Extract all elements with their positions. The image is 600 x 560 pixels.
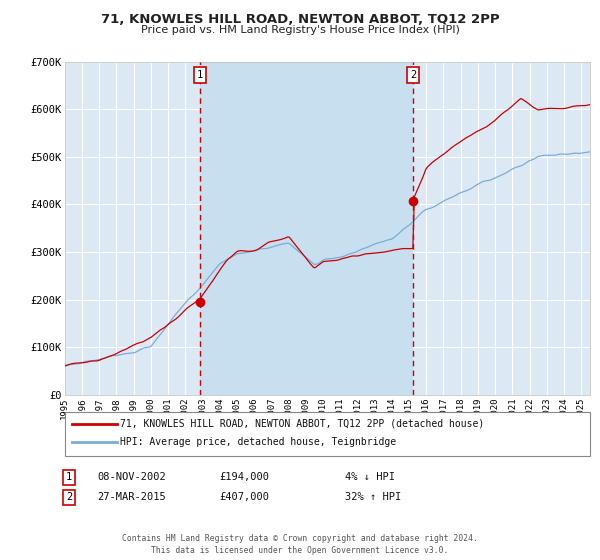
Text: 1: 1 <box>197 70 203 80</box>
Text: HPI: Average price, detached house, Teignbridge: HPI: Average price, detached house, Teig… <box>120 437 396 447</box>
Text: 71, KNOWLES HILL ROAD, NEWTON ABBOT, TQ12 2PP: 71, KNOWLES HILL ROAD, NEWTON ABBOT, TQ1… <box>101 13 499 26</box>
Text: 71, KNOWLES HILL ROAD, NEWTON ABBOT, TQ12 2PP (detached house): 71, KNOWLES HILL ROAD, NEWTON ABBOT, TQ1… <box>120 419 484 429</box>
Text: £407,000: £407,000 <box>219 492 269 502</box>
Text: 27-MAR-2015: 27-MAR-2015 <box>97 492 166 502</box>
Text: 08-NOV-2002: 08-NOV-2002 <box>97 472 166 482</box>
Text: 32% ↑ HPI: 32% ↑ HPI <box>345 492 401 502</box>
Text: £194,000: £194,000 <box>219 472 269 482</box>
Text: 1: 1 <box>66 472 72 482</box>
Text: 2: 2 <box>66 492 72 502</box>
Bar <box>200 62 413 395</box>
Text: Price paid vs. HM Land Registry's House Price Index (HPI): Price paid vs. HM Land Registry's House … <box>140 25 460 35</box>
Text: 4% ↓ HPI: 4% ↓ HPI <box>345 472 395 482</box>
Text: 2: 2 <box>410 70 416 80</box>
Text: Contains HM Land Registry data © Crown copyright and database right 2024.
This d: Contains HM Land Registry data © Crown c… <box>122 534 478 555</box>
